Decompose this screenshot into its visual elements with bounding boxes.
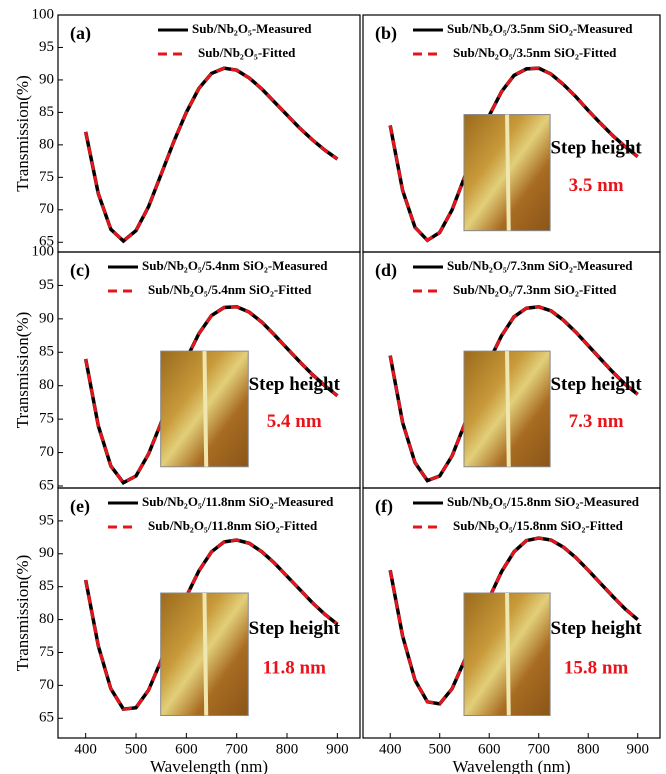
x-tick-label: 800 bbox=[276, 741, 299, 757]
panel-label: (d) bbox=[375, 260, 397, 281]
legend-label: Sub/Nb₂O₅/5.4nm SiO₂-Measured bbox=[142, 258, 328, 273]
y-axis-label: Transmission(%) bbox=[13, 312, 32, 429]
annotation-value: 7.3 nm bbox=[569, 411, 624, 432]
panel-label: (e) bbox=[70, 496, 90, 517]
x-tick-label: 700 bbox=[225, 741, 248, 757]
x-axis-label: Wavelength (nm) bbox=[150, 757, 268, 774]
x-tick-label: 400 bbox=[74, 741, 97, 757]
x-tick-label: 400 bbox=[379, 741, 402, 757]
x-tick-label: 500 bbox=[125, 741, 148, 757]
annotation-value: 5.4 nm bbox=[267, 411, 322, 432]
y-tick-label: 100 bbox=[32, 6, 55, 22]
y-tick-label: 75 bbox=[39, 644, 54, 660]
x-tick-label: 600 bbox=[175, 741, 198, 757]
y-tick-label: 90 bbox=[39, 71, 54, 87]
x-tick-label: 600 bbox=[478, 741, 501, 757]
y-tick-label: 85 bbox=[39, 104, 54, 120]
annotation-value: 3.5 nm bbox=[569, 175, 624, 196]
panel-frame bbox=[362, 487, 661, 739]
annotation-value: 11.8 nm bbox=[263, 657, 327, 678]
y-tick-label: 85 bbox=[39, 344, 54, 360]
afm-step bbox=[202, 351, 209, 467]
legend-label: Sub/Nb₂O₅/5.4nm SiO₂-Fitted bbox=[148, 282, 312, 297]
legend-label: Sub/Nb₂O₅-Measured bbox=[192, 21, 312, 36]
y-axis-label: Transmission(%) bbox=[13, 555, 32, 672]
series-line bbox=[388, 536, 639, 706]
y-tick-label: 75 bbox=[39, 411, 54, 427]
annotation: Step height bbox=[550, 618, 642, 639]
annotation: Step height bbox=[550, 138, 642, 159]
y-tick-label: 95 bbox=[39, 39, 54, 55]
panel-label: (f) bbox=[375, 496, 393, 517]
annotation: Step height bbox=[249, 618, 341, 639]
legend-label: Sub/Nb₂O₅/15.8nm SiO₂-Fitted bbox=[453, 518, 624, 533]
y-tick-label: 85 bbox=[39, 578, 54, 594]
y-tick-label: 65 bbox=[39, 234, 54, 250]
y-tick-label: 90 bbox=[39, 310, 54, 326]
y-tick-label: 95 bbox=[39, 277, 54, 293]
series-line bbox=[388, 305, 639, 483]
y-tick-label: 100 bbox=[32, 243, 55, 259]
x-axis-label: Wavelength (nm) bbox=[452, 757, 570, 774]
afm-step bbox=[505, 592, 511, 716]
legend-label: Sub/Nb₂O₅/3.5nm SiO₂-Fitted bbox=[453, 45, 617, 60]
annotation: Step height bbox=[550, 374, 642, 395]
legend-label: Sub/Nb₂O₅/11.8nm SiO₂-Measured bbox=[142, 494, 334, 509]
series-line bbox=[84, 305, 339, 485]
afm-step bbox=[202, 592, 209, 716]
legend-label: Sub/Nb₂O₅/15.8nm SiO₂-Measured bbox=[447, 494, 640, 509]
y-tick-label: 70 bbox=[39, 677, 54, 693]
x-tick-label: 900 bbox=[626, 741, 649, 757]
series-line bbox=[83, 66, 339, 244]
x-tick-label: 700 bbox=[527, 741, 550, 757]
afm-step bbox=[505, 351, 511, 467]
y-axis-label: Transmission(%) bbox=[13, 75, 32, 192]
x-tick-label: 900 bbox=[326, 741, 349, 757]
y-tick-label: 95 bbox=[39, 512, 54, 528]
panel-label: (a) bbox=[70, 23, 91, 44]
panel-label: (b) bbox=[375, 23, 397, 44]
panel-label: (c) bbox=[70, 260, 90, 281]
y-tick-label: 65 bbox=[39, 477, 54, 493]
legend-label: Sub/Nb₂O₅/11.8nm SiO₂-Fitted bbox=[148, 518, 318, 533]
y-tick-label: 90 bbox=[39, 545, 54, 561]
annotation: Step height bbox=[249, 374, 341, 395]
y-tick-label: 70 bbox=[39, 444, 54, 460]
x-tick-label: 800 bbox=[577, 741, 600, 757]
legend-label: Sub/Nb₂O₅-Fitted bbox=[198, 45, 296, 60]
annotation-value: 15.8 nm bbox=[564, 657, 629, 678]
afm-step bbox=[505, 114, 511, 231]
legend-label: Sub/Nb₂O₅/3.5nm SiO₂-Measured bbox=[447, 21, 633, 36]
panel-frame bbox=[57, 487, 361, 739]
y-tick-label: 80 bbox=[39, 136, 54, 152]
series-line bbox=[84, 66, 339, 243]
y-tick-label: 70 bbox=[39, 201, 54, 217]
series-line bbox=[388, 66, 639, 243]
x-tick-label: 500 bbox=[428, 741, 451, 757]
y-tick-label: 80 bbox=[39, 377, 54, 393]
legend-label: Sub/Nb₂O₅/7.3nm SiO₂-Measured bbox=[447, 258, 633, 273]
y-tick-label: 75 bbox=[39, 169, 54, 185]
y-tick-label: 65 bbox=[39, 710, 54, 726]
y-tick-label: 80 bbox=[39, 611, 54, 627]
series-line bbox=[84, 538, 339, 711]
legend-label: Sub/Nb₂O₅/7.3nm SiO₂-Fitted bbox=[453, 282, 617, 297]
